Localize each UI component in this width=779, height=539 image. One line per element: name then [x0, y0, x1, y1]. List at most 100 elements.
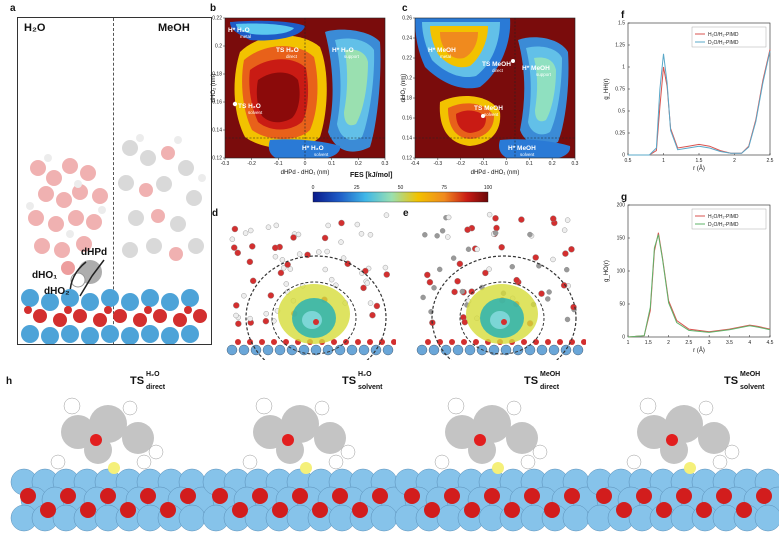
panel-d-density-snapshot [226, 210, 396, 360]
x-tick-label: 3 [708, 340, 711, 346]
panel-label-a: a [10, 3, 16, 14]
x-tick-label: 4.5 [767, 340, 774, 346]
c-ann-ts-direct-sub: direct [492, 68, 504, 73]
colorbar-label: FES [kJ/mol] [350, 172, 393, 179]
c-ann-solvent-sub: solvent [520, 152, 535, 157]
y-tick-label: 0.24 [402, 36, 412, 42]
b-ylabel: dHO₂ (nm) [211, 74, 217, 103]
series-line-0 [628, 49, 771, 156]
panel-c-fes-map: H* MeOH metal TS MeOH direct H* MeOH sup… [401, 16, 579, 177]
y-tick-label: 0.22 [212, 16, 222, 22]
x-tick-label: 1 [627, 340, 630, 346]
y-tick-label: 0.22 [402, 56, 412, 62]
colorbar-tick-label: 75 [441, 185, 447, 191]
panel-label-g: g [621, 192, 628, 203]
ts-title-main: TS [342, 375, 356, 387]
y-tick-label: 0.14 [402, 136, 412, 142]
panel-label-b: b [210, 3, 217, 14]
panel-label-e: e [403, 208, 409, 219]
fes-colorbar: 0 25 50 75 100 [312, 185, 493, 203]
x-tick-label: -0.1 [274, 161, 283, 167]
x-tick-label: 2.5 [767, 158, 774, 164]
x-tick-label: 4 [748, 340, 751, 346]
x-tick-label: 0.2 [549, 161, 556, 167]
label-dho2: dHO₂ [44, 286, 70, 297]
panel-e-density-snapshot [416, 210, 586, 360]
y-tick-label: 0.14 [212, 128, 222, 134]
c-ann-ts-direct: TS MeOH [482, 61, 511, 68]
y-tick-label: 0.16 [212, 100, 222, 106]
y-tick-label: 0.18 [402, 96, 412, 102]
y-tick-label: 0.5 [618, 109, 625, 115]
ts-title-sub: direct [540, 384, 560, 391]
y-tick-label: 0.16 [402, 116, 412, 122]
x-tick-label: 0.5 [625, 158, 632, 164]
x-tick-label: 0 [304, 161, 307, 167]
ts-structure-1 [202, 397, 408, 532]
y-tick-label: 1 [622, 65, 625, 71]
b-ann-support: H* H₂O [332, 47, 354, 54]
c-ylabel: dHO₂ (nm) [401, 74, 407, 103]
x-tick-label: 2 [733, 158, 736, 164]
y-tick-label: 1.5 [618, 21, 625, 27]
y-tick-label: 0.12 [402, 156, 412, 162]
legend-entry: D₂O/H₂-PIMD [708, 40, 739, 46]
ts-title-sub: solvent [740, 384, 765, 391]
c-ann-ts-solvent: TS MeOH [474, 105, 503, 112]
x-tick-label: 1 [662, 158, 665, 164]
ts-title-sup: MeOH [740, 371, 760, 378]
legend-entry: H₂O/H₂-PIMD [708, 214, 739, 220]
y-tick-label: 50 [619, 302, 625, 308]
panel-a-divider [113, 18, 114, 344]
x-tick-label: 0 [505, 161, 508, 167]
b-ann-ts-direct: TS H₂O [276, 47, 299, 54]
b-ann-solvent: H* H₂O [302, 145, 324, 152]
colorbar-tick-label: 0 [312, 185, 315, 191]
x-axis-label: r (Å) [693, 347, 705, 354]
panel-b-fes-map: H* H₂O metal TS H₂O direct H* H₂O suppor… [211, 16, 389, 177]
b-ann-support-sub: support [344, 54, 360, 59]
colorbar-tick-label: 25 [354, 185, 360, 191]
ts-structure-0 [10, 397, 216, 532]
y-tick-label: 0.18 [212, 72, 222, 78]
y-tick-label: 0.25 [615, 131, 625, 137]
label-dhpd: dHPd [81, 247, 108, 258]
ts-title-sup: MeOH [540, 371, 560, 378]
b-y-ticks: 0.22 0.2 0.18 0.16 0.14 0.12 [212, 16, 225, 162]
panel-label-f: f [621, 10, 625, 21]
x-tick-label: 2.5 [685, 340, 692, 346]
panel-g-rdf-chart: 1 1.5 2 2.5 3 3.5 4 4.5 0 50 100 150 200 r (Å) g_HO(r)… [604, 203, 774, 355]
ts-title-sup: H₂O [358, 371, 372, 378]
ts-title-sub: direct [146, 384, 166, 391]
series-line-0 [627, 232, 771, 338]
y-tick-label: 0.12 [212, 156, 222, 162]
ts-title-sup: H₂O [146, 371, 160, 378]
c-ann-ts-solvent-sub: solvent [484, 112, 499, 117]
b-ann-ts-solvent-sub: solvent [248, 110, 263, 115]
x-tick-label: -0.3 [434, 161, 443, 167]
legend: H₂O/H₂-PIMD D₂O/H₂-PIMD [691, 26, 767, 48]
series-line-1 [627, 234, 771, 338]
colorbar-tick-label: 50 [398, 185, 404, 191]
x-tick-label: 1.5 [645, 340, 652, 346]
b-ann-metal-sub: metal [240, 34, 251, 39]
y-tick-label: 200 [617, 203, 626, 209]
panel-a-left-title: H₂O [24, 22, 46, 34]
y-tick-label: 0.26 [402, 16, 412, 22]
c-x-ticks: -0.4 -0.3 -0.2 -0.1 0 0.1 0.2 0.3 [411, 158, 579, 167]
ts-title-main: TS [130, 375, 144, 387]
ts-title-sub: solvent [358, 384, 383, 391]
series-line-1 [628, 51, 771, 156]
c-y-ticks: 0.26 0.24 0.22 0.2 0.18 0.16 0.14 0.12 [402, 16, 415, 162]
y-tick-label: 0.75 [615, 87, 625, 93]
c-ann-support-sub: support [536, 72, 552, 77]
c-xlabel: dHPd - dHO₁ (nm) [471, 170, 520, 176]
ts-structure-3 [586, 397, 779, 532]
panel-h-ts-structures: TSH₂OdirectTSH₂OsolventTSMeOHdirectTSMeO… [10, 371, 779, 532]
colorbar-tick-label: 100 [484, 185, 493, 191]
c-ann-metal: H* MeOH [428, 47, 456, 54]
panel-label-d: d [212, 208, 219, 219]
x-tick-label: 1.5 [696, 158, 703, 164]
y-tick-label: 0 [622, 153, 625, 159]
y-axis-label: g_HH(r) [604, 78, 610, 99]
